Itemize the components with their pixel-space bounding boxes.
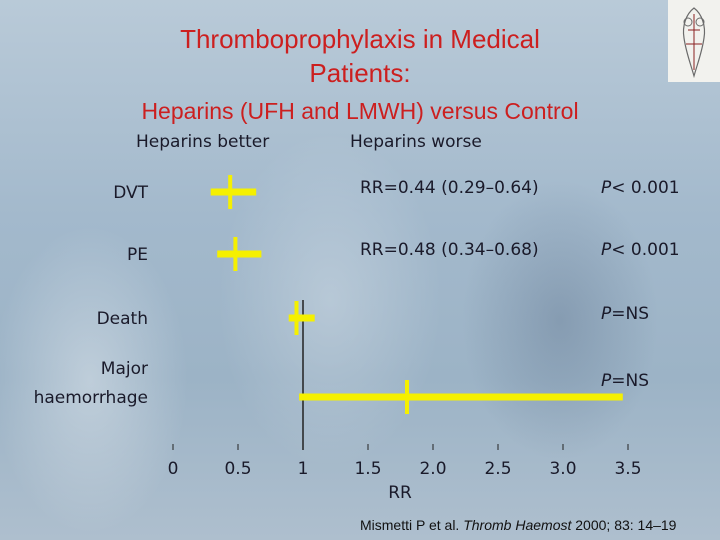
rr-text: RR=0.44 (0.29–0.64) bbox=[360, 178, 539, 198]
x-tick-label: 0.5 bbox=[224, 459, 251, 479]
logo-icon bbox=[668, 0, 720, 82]
citation-author: Mismetti P et al. bbox=[360, 517, 460, 533]
header-heparins-worse: Heparins worse bbox=[350, 132, 482, 152]
row-label: Major bbox=[101, 359, 148, 379]
row-label: DVT bbox=[113, 183, 148, 203]
x-axis-label: RR bbox=[388, 483, 412, 503]
row-label: Death bbox=[97, 309, 148, 329]
p-value: P< 0.001 bbox=[601, 240, 680, 260]
rr-text: RR=0.48 (0.34–0.68) bbox=[360, 240, 539, 260]
row-label: haemorrhage bbox=[34, 388, 148, 408]
x-tick-label: 1 bbox=[298, 459, 309, 479]
slide-subtitle: Heparins (UFH and LMWH) versus Control bbox=[141, 98, 579, 124]
p-value: P< 0.001 bbox=[601, 178, 680, 198]
x-tick-label: 2.5 bbox=[484, 459, 511, 479]
x-tick-label: 2.0 bbox=[419, 459, 446, 479]
title-line-2: Patients: bbox=[309, 58, 411, 88]
title-line-1: Thromboprophylaxis in Medical bbox=[180, 24, 540, 54]
x-tick-label: 1.5 bbox=[354, 459, 381, 479]
p-value: P=NS bbox=[601, 371, 649, 391]
slide-title: Thromboprophylaxis in Medical Patients: bbox=[0, 22, 720, 90]
citation-detail: 2000; 83: 14–19 bbox=[575, 517, 677, 533]
x-tick-label: 0 bbox=[168, 459, 179, 479]
citation-journal: Thromb Haemost bbox=[463, 517, 572, 533]
citation: Mismetti P et al. Thromb Haemost 2000; 8… bbox=[360, 517, 676, 533]
x-tick-label: 3.0 bbox=[549, 459, 576, 479]
row-label: PE bbox=[127, 245, 148, 265]
x-tick-label: 3.5 bbox=[614, 459, 641, 479]
header-heparins-better: Heparins better bbox=[136, 132, 270, 152]
p-value: P=NS bbox=[601, 304, 649, 324]
